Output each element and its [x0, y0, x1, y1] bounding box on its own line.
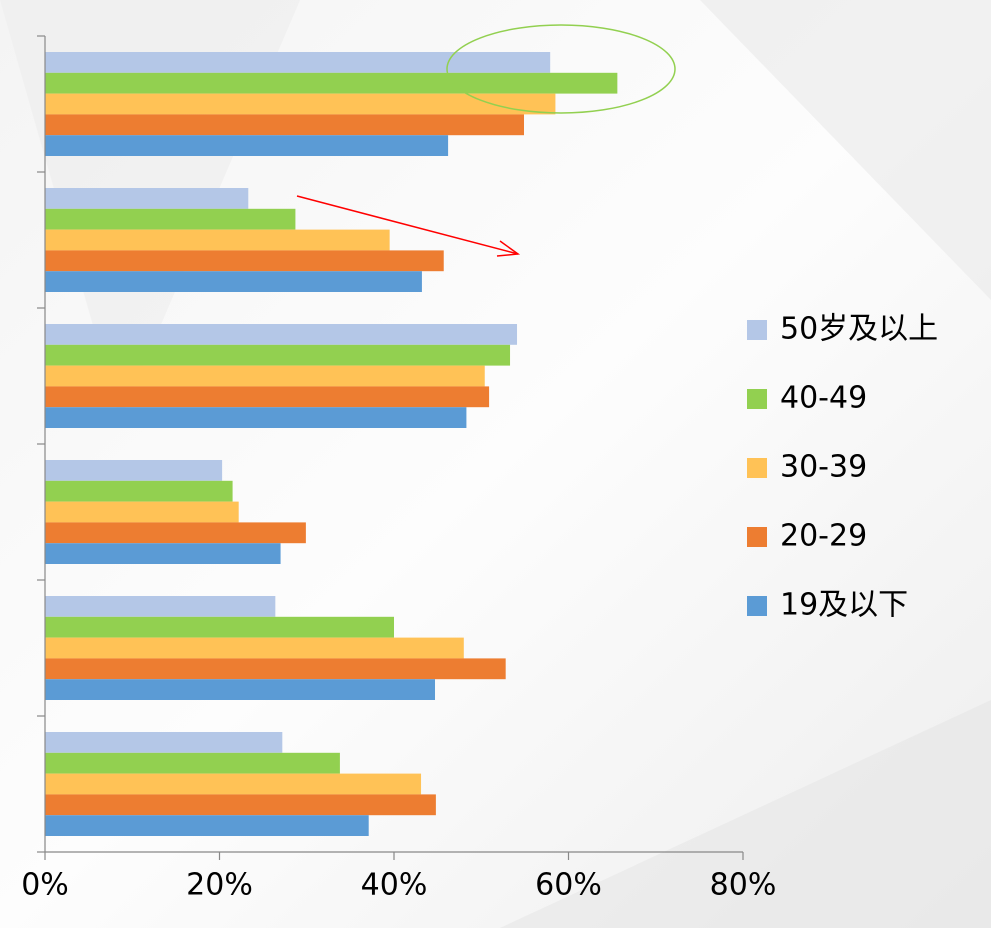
x-tick-label: 40%: [361, 868, 428, 903]
legend-label: 50岁及以上: [780, 312, 938, 347]
bar: [45, 344, 511, 366]
legend-swatch: [747, 596, 767, 616]
bar: [45, 543, 281, 564]
bar: [45, 93, 556, 115]
legend-label: 30-39: [780, 450, 867, 485]
legend-label: 19及以下: [780, 588, 908, 623]
x-tick-label: 0%: [21, 868, 69, 903]
background-facet: [500, 700, 991, 928]
bar: [45, 480, 233, 502]
bar: [45, 732, 283, 753]
bar: [45, 365, 485, 387]
bar: [45, 52, 551, 73]
legend-label: 40-49: [780, 381, 867, 416]
highlight-ellipse: [446, 24, 676, 114]
arrow-head: [496, 240, 521, 257]
legend-swatch: [747, 527, 767, 547]
bar: [45, 407, 467, 428]
bar: [45, 250, 444, 272]
bar: [45, 324, 518, 345]
legend-swatch: [747, 320, 767, 340]
bar: [45, 658, 506, 680]
legend-swatch: [747, 458, 767, 478]
x-tick-label: 20%: [186, 868, 253, 903]
bar: [45, 460, 223, 481]
background-facet: [700, 0, 991, 300]
bar: [45, 72, 618, 94]
legend-label: 20-29: [780, 519, 867, 554]
bar: [45, 271, 422, 292]
bar: [45, 229, 390, 251]
bar: [45, 794, 436, 816]
trend-arrow: [296, 195, 519, 255]
bar: [45, 522, 306, 544]
bar: [45, 815, 369, 836]
bar: [45, 773, 422, 795]
x-tick-label: 80%: [710, 868, 777, 903]
bar: [45, 188, 249, 209]
bar: [45, 752, 340, 774]
legend-swatch: [747, 389, 767, 409]
bar: [45, 135, 449, 156]
x-tick-label: 60%: [535, 868, 602, 903]
bar: [45, 501, 239, 523]
bar: [45, 114, 525, 136]
bar: [45, 637, 464, 659]
bar: [45, 679, 436, 700]
bar: [45, 596, 276, 617]
bar: [45, 208, 296, 230]
bar: [45, 386, 490, 408]
bar: [45, 616, 394, 638]
